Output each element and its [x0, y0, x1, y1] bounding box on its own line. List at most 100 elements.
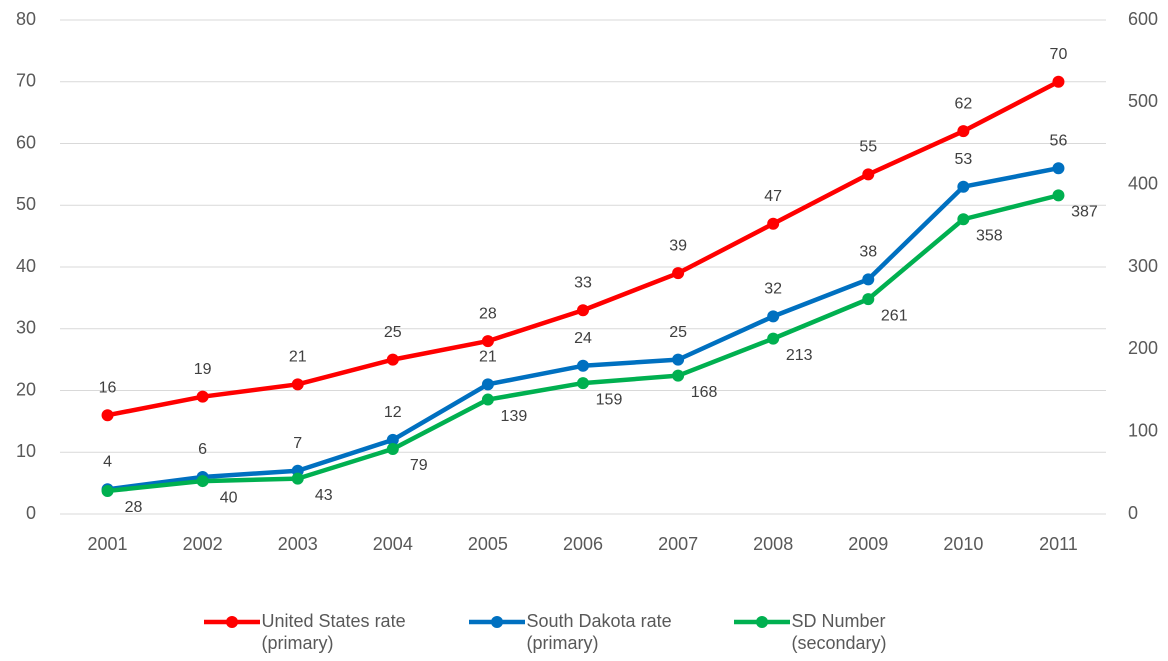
x-tick-label: 2009 — [848, 534, 888, 554]
data-label: 43 — [315, 487, 333, 504]
data-label: 7 — [293, 435, 302, 452]
data-point — [862, 168, 875, 181]
data-label: 4 — [103, 454, 112, 471]
legend-label: United States rate (primary) — [261, 611, 406, 653]
data-point — [1052, 75, 1065, 88]
data-label: 56 — [1050, 132, 1068, 149]
x-tick-label: 2011 — [1039, 534, 1078, 554]
data-label: 38 — [859, 244, 877, 261]
data-label: 28 — [479, 305, 497, 322]
data-label: 139 — [501, 408, 528, 425]
data-label: 25 — [384, 324, 402, 341]
legend-swatch — [203, 616, 260, 628]
y2-tick-label: 600 — [1128, 9, 1158, 29]
data-point — [386, 353, 399, 366]
data-point — [481, 378, 494, 391]
data-point — [957, 125, 970, 138]
data-point — [672, 353, 685, 366]
legend-label: South Dakota rate (primary) — [526, 611, 672, 653]
data-point — [196, 475, 209, 488]
y2-tick-label: 300 — [1128, 256, 1158, 276]
y2-tick-label: 400 — [1128, 173, 1158, 193]
data-label: 24 — [574, 330, 592, 347]
data-point — [1052, 189, 1065, 202]
data-point — [481, 335, 494, 348]
data-label: 6 — [198, 441, 207, 458]
data-label: 39 — [669, 237, 687, 254]
data-point — [862, 273, 875, 286]
legend-item: SD Number (secondary) — [732, 610, 967, 654]
data-label: 12 — [384, 404, 402, 421]
data-label: 159 — [596, 391, 623, 408]
y-tick-label: 50 — [16, 194, 36, 214]
data-point — [957, 180, 970, 193]
data-point — [767, 217, 780, 230]
y2-tick-label: 100 — [1128, 420, 1158, 440]
data-point — [577, 359, 589, 372]
y-tick-label: 40 — [16, 256, 36, 276]
legend-item: South Dakota rate (primary) — [467, 610, 702, 654]
data-point — [1052, 162, 1065, 175]
data-point — [196, 390, 209, 403]
data-label: 21 — [479, 349, 497, 366]
x-tick-label: 2010 — [943, 534, 983, 554]
x-tick-label: 2007 — [658, 534, 698, 554]
data-label: 168 — [691, 384, 718, 401]
data-label: 33 — [574, 274, 592, 291]
data-label: 28 — [125, 499, 143, 516]
data-label: 261 — [881, 307, 908, 324]
data-label: 47 — [764, 188, 782, 205]
x-tick-label: 2004 — [373, 534, 413, 554]
data-point — [862, 293, 875, 306]
y2-tick-label: 0 — [1128, 503, 1138, 523]
data-point — [386, 433, 399, 446]
y-tick-label: 20 — [16, 379, 36, 399]
data-point — [577, 377, 589, 390]
data-label: 32 — [764, 281, 782, 298]
y-tick-label: 10 — [16, 441, 36, 461]
chart: 0 10 20 30 40 50 60 70 80 0 100 200 300 400 500 600 2001… — [16, 9, 1158, 554]
y-tick-label: 0 — [26, 503, 36, 523]
data-point — [101, 409, 114, 422]
data-point — [767, 310, 780, 323]
data-label: 62 — [954, 95, 972, 112]
data-point — [672, 267, 685, 280]
legend-item: United States rate (primary) — [202, 610, 437, 654]
x-tick-label: 2003 — [278, 534, 318, 554]
data-label: 19 — [194, 361, 212, 378]
y2-tick-label: 500 — [1128, 91, 1158, 111]
data-label: 213 — [786, 347, 813, 364]
x-tick-label: 2008 — [753, 534, 793, 554]
legend-label: SD Number (secondary) — [791, 611, 887, 653]
y-tick-label: 80 — [16, 9, 36, 29]
legend-swatch — [733, 616, 790, 628]
data-point — [291, 378, 304, 391]
x-tick-label: 2005 — [468, 534, 508, 554]
data-point — [291, 472, 304, 485]
y-tick-label: 60 — [16, 132, 36, 152]
data-label: 79 — [410, 457, 428, 474]
data-label: 358 — [976, 227, 1003, 244]
legend-dot — [490, 616, 503, 628]
legend-swatch — [468, 616, 525, 628]
y2-tick-label: 200 — [1128, 338, 1158, 358]
y-tick-label: 70 — [16, 71, 36, 91]
data-label: 55 — [859, 139, 877, 156]
data-label: 25 — [669, 324, 687, 341]
data-point — [481, 393, 494, 406]
data-point — [957, 213, 970, 226]
data-point — [577, 304, 589, 317]
legend-dot — [755, 616, 768, 628]
x-tick-label: 2001 — [88, 534, 128, 554]
data-point — [767, 332, 780, 345]
data-point — [672, 369, 685, 382]
legend-dot — [225, 616, 238, 628]
x-tick-label: 2006 — [563, 534, 603, 554]
data-label: 70 — [1050, 46, 1068, 63]
data-label: 53 — [954, 151, 972, 168]
data-point — [386, 442, 399, 455]
data-point — [101, 484, 114, 497]
data-label: 16 — [99, 379, 117, 396]
y-tick-label: 30 — [16, 318, 36, 338]
